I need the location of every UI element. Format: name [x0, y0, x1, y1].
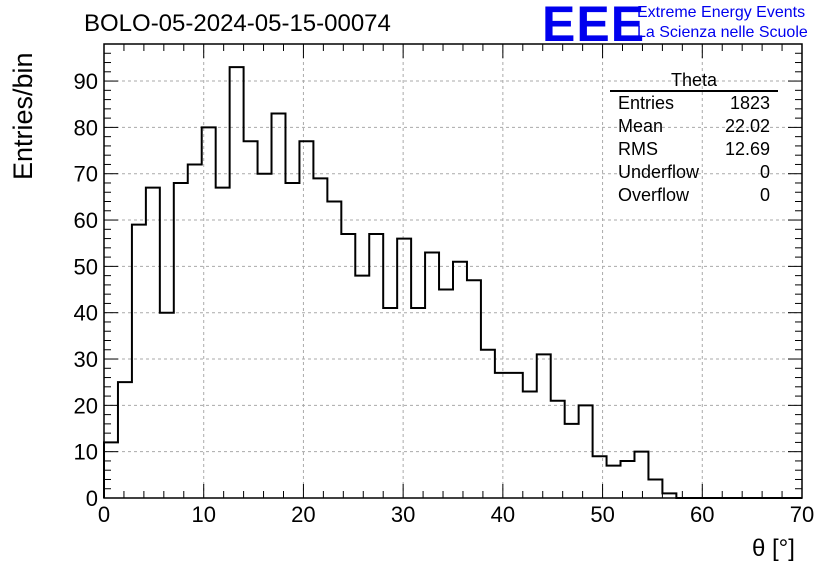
y-tick-label: 40	[74, 301, 98, 326]
logo-line2: La Scienza nelle Scuole	[637, 24, 808, 41]
stats-title: Theta	[610, 70, 778, 92]
y-tick-label: 70	[74, 162, 98, 187]
stats-value: 1823	[729, 93, 770, 113]
eee-logo: EEE	[542, 0, 646, 52]
stats-row-entries: Entries 1823	[610, 92, 778, 115]
stats-value: 0	[759, 185, 770, 205]
x-axis-label: θ [°]	[752, 535, 795, 562]
stats-value: 0	[759, 162, 770, 182]
y-tick-label: 60	[74, 208, 98, 233]
logo-text: Extreme Energy Events La Scienza nelle S…	[637, 3, 808, 43]
stats-row-overflow: Overflow 0	[610, 184, 778, 207]
stats-row-rms: RMS 12.69	[610, 138, 778, 161]
x-tick-label: 70	[790, 502, 814, 527]
stats-row-mean: Mean 22.02	[610, 115, 778, 138]
axis-tick-labels: 0 10 20 30 40 50 60 70 0 10 20 30 40 50 60 70 80 90	[74, 69, 815, 527]
histogram-line	[103, 66, 802, 499]
axis-ticks	[103, 43, 803, 499]
y-tick-label: 10	[74, 440, 98, 465]
logo-line1: Extreme Energy Events	[637, 4, 806, 21]
stats-label: RMS	[618, 139, 658, 159]
stats-value: 22.02	[724, 116, 770, 136]
y-tick-label: 0	[86, 486, 98, 511]
y-tick-label: 80	[74, 115, 98, 140]
x-tick-label: 60	[690, 502, 714, 527]
x-tick-label: 0	[98, 502, 110, 527]
x-tick-label: 30	[391, 502, 415, 527]
x-tick-label: 50	[590, 502, 614, 527]
x-tick-label: 20	[291, 502, 315, 527]
x-tick-label: 40	[491, 502, 515, 527]
y-tick-label: 30	[74, 347, 98, 372]
y-axis-label: Entries/bin	[8, 52, 38, 180]
chart-title: BOLO-05-2024-05-15-00074	[84, 10, 391, 37]
stats-label: Overflow	[618, 185, 690, 205]
stats-value: 12.69	[724, 139, 770, 159]
stats-label: Underflow	[618, 162, 700, 182]
stats-box: Theta Entries 1823 Mean 22.02 RMS 12.69 …	[610, 70, 778, 207]
plot-frame	[103, 43, 803, 499]
stats-label: Entries	[618, 93, 675, 113]
y-tick-label: 20	[74, 393, 98, 418]
x-tick-label: 10	[191, 502, 215, 527]
y-tick-label: 50	[74, 254, 98, 279]
y-tick-label: 90	[74, 69, 98, 94]
stats-label: Mean	[618, 116, 664, 136]
stats-row-underflow: Underflow 0	[610, 161, 778, 184]
